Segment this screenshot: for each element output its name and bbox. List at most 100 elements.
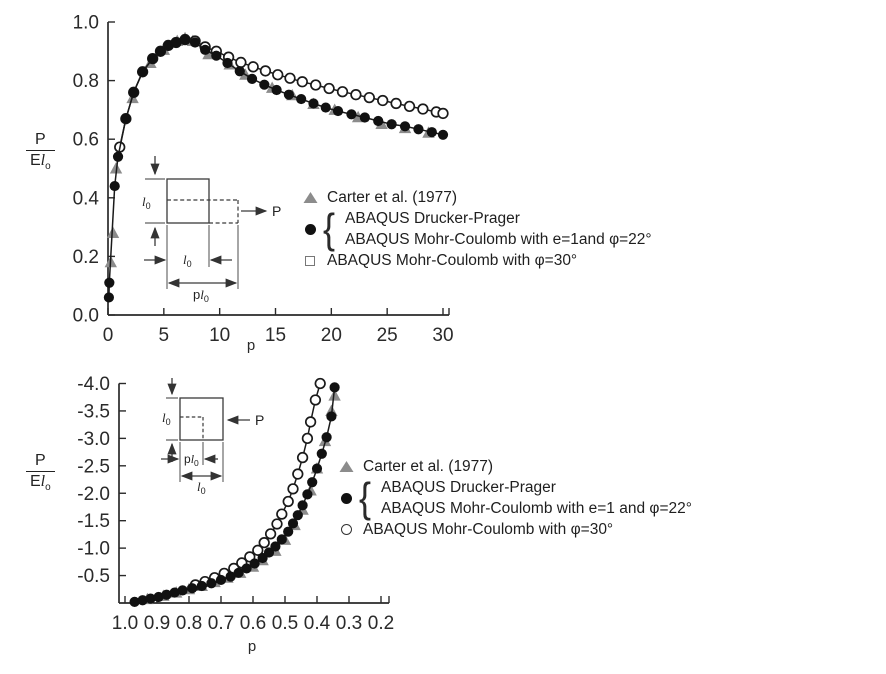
bottom-legend: Carter et al. (1977) { ABAQUS Drucker-Pr… — [338, 456, 692, 540]
filled-circle-marker — [177, 585, 188, 596]
filled-circle-marker — [283, 526, 294, 537]
open-circle-marker — [235, 56, 247, 69]
open-circle-marker-icon — [338, 524, 354, 535]
open-square-marker-icon — [302, 255, 318, 266]
force-label: P — [272, 203, 281, 219]
legend-item-carter: Carter et al. (1977) — [338, 456, 692, 477]
height-dim-label: l0 — [162, 410, 171, 427]
triangle-marker — [106, 226, 120, 238]
filled-circle-marker — [145, 593, 156, 604]
x-tick-label: 0.9 — [144, 613, 170, 634]
filled-circle-marker — [129, 596, 140, 608]
legend-label: Carter et al. (1977) — [327, 189, 458, 206]
open-circle-marker — [301, 432, 314, 445]
filled-circle-marker — [302, 489, 313, 500]
y-tick-label: -1.0 — [77, 539, 110, 560]
x-tick-label: 10 — [209, 325, 230, 346]
y-tick-label: -3.0 — [77, 429, 110, 450]
open-circle-marker — [271, 518, 283, 530]
open-circle-marker — [258, 536, 270, 549]
filled-circle-marker — [283, 89, 294, 100]
top-inset-diagram: P l0 l0 pl0 — [142, 156, 281, 304]
filled-circle-marker — [211, 50, 222, 61]
filled-circle-marker — [332, 105, 344, 117]
open-circle-marker — [276, 508, 288, 520]
filled-circle-marker — [413, 124, 424, 135]
open-circle-marker — [336, 86, 349, 98]
filled-circle-marker — [147, 53, 158, 64]
filled-circle-marker — [437, 129, 449, 140]
filled-circle-marker — [137, 66, 148, 77]
filled-circle-marker — [169, 587, 180, 598]
open-circle-marker — [296, 451, 309, 464]
y-tick-label: 1.0 — [73, 13, 99, 34]
open-circle-marker — [323, 82, 335, 95]
series-line — [118, 38, 444, 148]
filled-circle-marker — [271, 84, 282, 96]
width-dim-label: l0 — [197, 479, 206, 496]
compressed-width-dim-label: pl0 — [184, 452, 199, 468]
filled-circle-marker — [109, 180, 120, 192]
x-tick-label: 15 — [265, 325, 286, 346]
x-tick-label: 0.8 — [176, 613, 202, 634]
open-circle-marker — [363, 91, 375, 104]
filled-circle-marker — [316, 448, 327, 459]
top-y-label-denominator: Elo — [26, 149, 55, 172]
open-circle-marker — [284, 72, 296, 84]
filled-circle-marker — [326, 411, 337, 422]
x-axis-title: p — [248, 638, 256, 655]
bottom-chart: 1.0 0.9 0.8 0.7 0.6 0.5 0.4 0.3 0.2 -0.5 -1.0 -1.5 -… — [77, 374, 394, 655]
y-tick-label: 0.8 — [73, 71, 99, 92]
open-circle-marker — [417, 103, 429, 115]
filled-circle-marker — [329, 382, 340, 393]
open-circle-marker — [282, 495, 294, 508]
filled-circle-marker — [128, 87, 139, 98]
x-tick-label: 20 — [321, 325, 342, 346]
x-tick-label: 0.6 — [240, 613, 266, 634]
filled-circle-marker — [296, 93, 307, 105]
open-circle-marker — [437, 107, 449, 120]
filled-circle-marker — [359, 112, 370, 123]
y-tick-label: 0.2 — [73, 247, 99, 268]
y-tick-label: -4.0 — [77, 374, 110, 395]
filled-circle-marker — [308, 98, 319, 109]
open-circle-marker — [314, 377, 326, 390]
deformed-outline — [180, 416, 204, 440]
filled-circle-marker — [292, 510, 303, 521]
x-tick-label: 5 — [159, 325, 170, 346]
filled-circle-marker — [153, 591, 164, 603]
triangle-marker-icon — [302, 191, 318, 204]
y-tick-label: -2.5 — [77, 456, 110, 477]
open-circle-marker — [377, 94, 389, 107]
open-circle-marker — [309, 394, 322, 406]
y-tick-label: -1.5 — [77, 511, 110, 532]
open-circle-marker — [292, 468, 304, 480]
width-dim-label: l0 — [183, 252, 192, 269]
filled-circle-marker — [287, 518, 299, 529]
filled-circle-marker — [246, 73, 258, 84]
top-legend: Carter et al. (1977) { ABAQUS Drucker-Pr… — [302, 187, 652, 271]
filled-circle-marker-icon — [302, 223, 318, 235]
bottom-y-axis-label: P Elo — [26, 452, 55, 493]
original-square — [179, 397, 224, 441]
x-tick-label: 0.7 — [208, 613, 234, 634]
filled-circle-marker — [206, 578, 217, 589]
filled-circle-marker — [163, 40, 174, 51]
original-square — [166, 178, 210, 224]
filled-circle-marker — [112, 151, 124, 162]
filled-circle-marker — [187, 583, 198, 594]
filled-circle-marker — [200, 44, 211, 55]
filled-circle-marker — [259, 79, 270, 90]
filled-circle-marker — [249, 558, 260, 569]
bottom-y-label-denominator: Elo — [26, 470, 55, 493]
force-label: P — [255, 412, 264, 428]
legend-label: Carter et al. (1977) — [363, 458, 494, 475]
legend-label: ABAQUS Drucker-Prager — [381, 479, 556, 496]
filled-circle-marker — [215, 574, 227, 586]
deformed-outline — [167, 199, 239, 224]
open-circle-marker — [304, 416, 317, 428]
y-tick-label: 0.6 — [73, 130, 99, 151]
open-circle-marker — [252, 544, 264, 556]
filled-circle-marker — [297, 500, 308, 511]
